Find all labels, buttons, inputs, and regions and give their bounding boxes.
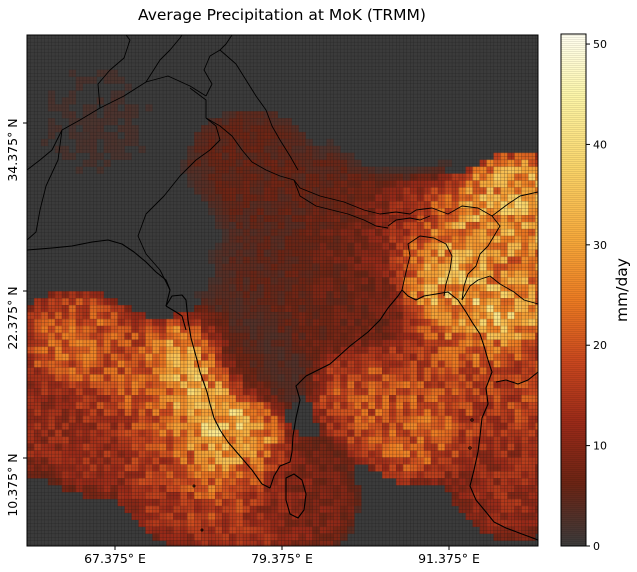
india-east-coast xyxy=(269,289,437,489)
bangladesh-border xyxy=(401,235,453,297)
colorbar-tick-label: 20 xyxy=(593,339,607,352)
colorbar-tick-label: 40 xyxy=(593,138,607,151)
iran-pakistan-border xyxy=(27,129,63,241)
china-india-border xyxy=(189,87,417,215)
colorbar-tick-label: 50 xyxy=(593,38,607,51)
colorbar-tick-label: 0 xyxy=(593,540,600,553)
kashmir-border xyxy=(203,35,233,97)
borders xyxy=(27,35,538,305)
y-tick-label: 34.375° N xyxy=(5,118,20,181)
central-asia-border xyxy=(145,35,183,83)
x-tick-label: 67.375° E xyxy=(84,551,146,566)
y-ticks: 34.375° N 22.375° N 10.375° N xyxy=(5,118,27,517)
colorbar-label: mm/day xyxy=(613,258,631,322)
malay-coast xyxy=(495,371,538,385)
x-ticks: 67.375° E 79.375° E 91.375° E xyxy=(84,546,480,566)
grid-overlay xyxy=(27,35,538,546)
chart-title: Average Precipitation at MoK (TRMM) xyxy=(138,6,426,24)
bhutan-border xyxy=(387,215,431,227)
nicobar-island xyxy=(468,446,472,450)
y-tick-label: 10.375° N xyxy=(5,453,20,516)
map-axes: 67.375° E 79.375° E 91.375° E 34.375° N … xyxy=(5,34,539,566)
india-pakistan-border xyxy=(137,117,221,291)
colorbar: 0 10 20 30 40 50 mm/day xyxy=(560,33,631,553)
andaman-coast xyxy=(469,451,538,541)
coastlines xyxy=(27,239,538,541)
lakshadweep-island xyxy=(192,484,196,488)
nepal-border xyxy=(293,179,389,229)
maldives-island xyxy=(200,528,204,532)
sri-lanka-outline xyxy=(285,473,307,519)
northeast-india-border xyxy=(415,205,501,301)
india-west-coast xyxy=(165,294,271,489)
colorbar-tick-label: 30 xyxy=(593,239,607,252)
colorbar-banding xyxy=(561,34,586,546)
x-tick-label: 91.375° E xyxy=(418,551,480,566)
northern-borders xyxy=(97,35,131,109)
pakistan-coast xyxy=(27,239,171,307)
y-tick-label: 22.375° N xyxy=(5,286,20,349)
islands xyxy=(192,418,474,532)
x-tick-label: 79.375° E xyxy=(251,551,313,566)
colorbar-tick-label: 10 xyxy=(593,440,607,453)
colorbar-frame xyxy=(560,33,587,547)
myanmar-coast xyxy=(435,291,493,453)
tibet-border xyxy=(219,49,299,171)
colorbar-ticks: 0 10 20 30 40 50 xyxy=(586,38,607,553)
gujarat-coast xyxy=(165,305,187,331)
andaman-island xyxy=(470,418,474,422)
china-border-east xyxy=(491,191,538,217)
myanmar-border xyxy=(461,275,538,305)
